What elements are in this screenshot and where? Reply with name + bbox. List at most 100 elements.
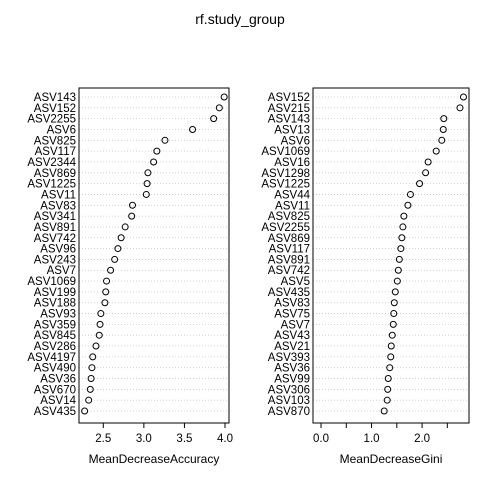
row-label: ASV13 bbox=[274, 124, 310, 136]
data-point bbox=[96, 320, 104, 328]
row-label: ASV1225 bbox=[27, 179, 76, 191]
row-label: ASV1069 bbox=[27, 276, 76, 288]
x-tick-label: 1.0 bbox=[364, 433, 380, 445]
data-point bbox=[107, 266, 115, 274]
row-label: ASV6 bbox=[47, 124, 76, 136]
row-label: ASV891 bbox=[268, 254, 310, 266]
row-label: ASV243 bbox=[34, 254, 76, 266]
row-label: ASV152 bbox=[34, 103, 76, 115]
row-label: ASV117 bbox=[35, 146, 76, 158]
data-point bbox=[459, 93, 467, 101]
row-label: ASV870 bbox=[268, 406, 310, 418]
data-point bbox=[128, 212, 136, 220]
data-point bbox=[142, 190, 150, 198]
row-label: ASV83 bbox=[40, 200, 76, 212]
row-label: ASV14 bbox=[40, 395, 76, 407]
row-label: ASV341 bbox=[34, 211, 76, 223]
row-label: ASV869 bbox=[34, 168, 76, 180]
row-label: ASV742 bbox=[34, 233, 76, 245]
row-label: ASV93 bbox=[40, 309, 76, 321]
row-label: ASV103 bbox=[268, 395, 310, 407]
data-point bbox=[389, 320, 397, 328]
data-point bbox=[393, 277, 401, 285]
data-point bbox=[439, 125, 447, 133]
row-label: ASV869 bbox=[268, 233, 310, 245]
data-point bbox=[395, 255, 403, 263]
row-label: ASV825 bbox=[34, 135, 76, 147]
x-tick-label: 0.0 bbox=[313, 433, 329, 445]
data-point bbox=[92, 342, 100, 350]
row-label: ASV845 bbox=[34, 330, 76, 342]
row-label: ASV96 bbox=[40, 244, 76, 256]
row-label: ASV21 bbox=[274, 341, 310, 353]
row-label: ASV215 bbox=[268, 103, 310, 115]
data-point bbox=[398, 234, 406, 242]
row-label: ASV435 bbox=[268, 287, 310, 299]
data-point bbox=[161, 136, 169, 144]
data-point bbox=[440, 115, 448, 123]
data-point bbox=[121, 223, 129, 231]
data-point bbox=[88, 364, 96, 372]
data-point bbox=[86, 385, 94, 393]
data-point bbox=[390, 299, 398, 307]
panel-frame bbox=[312, 87, 470, 424]
data-point bbox=[220, 93, 228, 101]
data-point bbox=[384, 375, 392, 383]
row-label: ASV199 bbox=[34, 287, 76, 299]
data-point bbox=[390, 310, 398, 318]
data-point bbox=[399, 223, 407, 231]
data-point bbox=[387, 353, 395, 361]
data-point bbox=[422, 169, 430, 177]
x-tick-label: 3.0 bbox=[136, 433, 152, 445]
data-point bbox=[128, 201, 136, 209]
data-point bbox=[89, 353, 97, 361]
row-label: ASV188 bbox=[34, 298, 76, 310]
row-label: ASV435 bbox=[34, 406, 76, 418]
row-label: ASV891 bbox=[34, 222, 76, 234]
row-label: ASV742 bbox=[268, 265, 310, 277]
row-label: ASV1225 bbox=[261, 179, 310, 191]
data-point bbox=[97, 310, 105, 318]
data-point bbox=[438, 136, 446, 144]
data-point bbox=[416, 180, 424, 188]
data-point bbox=[456, 104, 464, 112]
data-point bbox=[210, 115, 218, 123]
row-label: ASV11 bbox=[41, 189, 76, 201]
figure-title: rf.study_group bbox=[195, 11, 285, 27]
data-point bbox=[117, 234, 125, 242]
x-axis-label: MeanDecreaseGini bbox=[340, 452, 443, 466]
data-point bbox=[383, 396, 391, 404]
data-point bbox=[215, 104, 223, 112]
row-label: ASV83 bbox=[274, 298, 310, 310]
row-label: ASV1298 bbox=[261, 168, 310, 180]
data-point bbox=[394, 266, 402, 274]
row-label: ASV43 bbox=[274, 330, 310, 342]
row-label: ASV1069 bbox=[261, 146, 310, 158]
data-point bbox=[143, 180, 151, 188]
panel-2: ASV152ASV215ASV143ASV13ASV6ASV1069ASV16A… bbox=[261, 87, 470, 466]
data-point bbox=[114, 245, 122, 253]
row-label: ASV393 bbox=[268, 352, 310, 364]
row-label: ASV7 bbox=[47, 265, 76, 277]
row-label: ASV4197 bbox=[27, 352, 76, 364]
data-point bbox=[380, 407, 388, 415]
data-point bbox=[87, 375, 95, 383]
row-label: ASV36 bbox=[274, 363, 310, 375]
row-label: ASV490 bbox=[34, 363, 76, 375]
row-label: ASV2255 bbox=[27, 114, 76, 126]
row-label: ASV11 bbox=[275, 200, 310, 212]
x-tick-label: 2.5 bbox=[95, 433, 111, 445]
data-point bbox=[102, 288, 110, 296]
data-point bbox=[81, 407, 89, 415]
row-label: ASV16 bbox=[274, 157, 310, 169]
x-tick-label: 3.5 bbox=[176, 433, 192, 445]
data-point bbox=[85, 396, 93, 404]
row-label: ASV143 bbox=[34, 92, 76, 104]
data-point bbox=[150, 158, 158, 166]
data-point bbox=[103, 277, 111, 285]
row-label: ASV6 bbox=[281, 135, 310, 147]
x-tick-label: 4.0 bbox=[217, 433, 233, 445]
row-label: ASV5 bbox=[281, 276, 310, 288]
